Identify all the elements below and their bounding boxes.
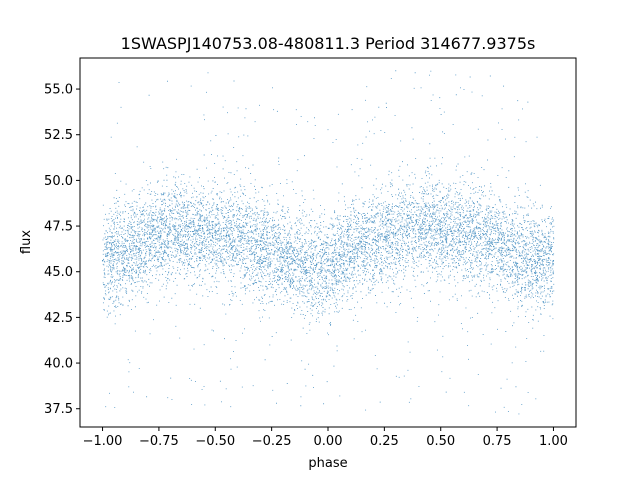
flux-point xyxy=(507,249,509,251)
flux-point xyxy=(304,261,307,264)
y-tick-label: 40.0 xyxy=(44,357,73,372)
flux-point xyxy=(101,260,104,262)
x-tick-label: 1.00 xyxy=(539,434,568,449)
scatter-points xyxy=(101,70,555,415)
x-axis-label: phase xyxy=(308,456,347,471)
flux-point xyxy=(192,230,194,233)
flux-point xyxy=(248,240,250,242)
flux-point xyxy=(316,263,318,266)
x-axis-ticks: −1.00 −0.75 −0.50 −0.25 0.00 0.25 0.50 0.75 1.00 xyxy=(83,427,568,449)
flux-point xyxy=(271,249,273,251)
flux-point xyxy=(485,238,487,240)
flux-point xyxy=(237,236,239,238)
y-axis-ticks: 37.5 40.0 42.5 45.0 47.5 50.0 52.5 55.0 xyxy=(44,83,80,417)
flux-point xyxy=(214,234,216,236)
flux-point xyxy=(519,254,521,256)
flux-point xyxy=(541,260,543,262)
flux-point xyxy=(180,229,183,231)
flux-point xyxy=(158,232,160,234)
flux-point xyxy=(406,230,408,233)
flux-point xyxy=(349,251,352,253)
plot-frame xyxy=(79,57,577,428)
flux-point xyxy=(169,229,171,231)
flux-point xyxy=(462,234,464,236)
x-tick-label: −0.75 xyxy=(139,434,179,449)
y-tick-label: 55.0 xyxy=(44,83,73,98)
flux-point xyxy=(225,234,228,236)
flux-point xyxy=(451,232,453,234)
flux-point xyxy=(259,243,261,245)
flux-point xyxy=(282,256,284,258)
flux-point xyxy=(124,251,126,253)
flux-point xyxy=(293,260,295,262)
flux-point xyxy=(395,232,397,234)
x-tick-label: −0.50 xyxy=(195,434,235,449)
flux-point xyxy=(428,227,431,229)
y-tick-label: 47.5 xyxy=(44,220,73,235)
y-tick-label: 37.5 xyxy=(44,402,73,417)
y-tick-label: 45.0 xyxy=(44,265,73,280)
flux-point-cloud xyxy=(102,70,555,415)
chart-title: 1SWASPJ140753.08-480811.3 Period 314677.… xyxy=(121,34,536,53)
x-tick-label: 0.50 xyxy=(426,434,455,449)
flux-point xyxy=(135,245,137,247)
y-tick-label: 42.5 xyxy=(44,311,73,326)
flux-point xyxy=(372,241,374,244)
x-tick-label: −1.00 xyxy=(83,434,123,449)
flux-point xyxy=(338,254,340,256)
flux-point xyxy=(361,245,363,247)
x-tick-label: −0.25 xyxy=(252,434,292,449)
y-axis-label: flux xyxy=(19,230,34,254)
flux-point xyxy=(552,260,555,262)
flux-point xyxy=(530,258,532,260)
flux-point xyxy=(147,238,149,240)
flux-point xyxy=(327,260,329,262)
x-tick-label: 0.25 xyxy=(370,434,399,449)
flux-point xyxy=(440,229,442,231)
flux-point xyxy=(473,236,476,238)
x-tick-label: 0.00 xyxy=(314,434,343,449)
flux-point xyxy=(496,241,498,244)
y-tick-label: 52.5 xyxy=(44,128,73,143)
flux-point xyxy=(417,229,419,231)
flux-point xyxy=(383,236,385,238)
y-tick-label: 50.0 xyxy=(44,174,73,189)
flux-point xyxy=(113,254,115,256)
flux-point xyxy=(203,232,205,234)
x-tick-label: 0.75 xyxy=(483,434,512,449)
